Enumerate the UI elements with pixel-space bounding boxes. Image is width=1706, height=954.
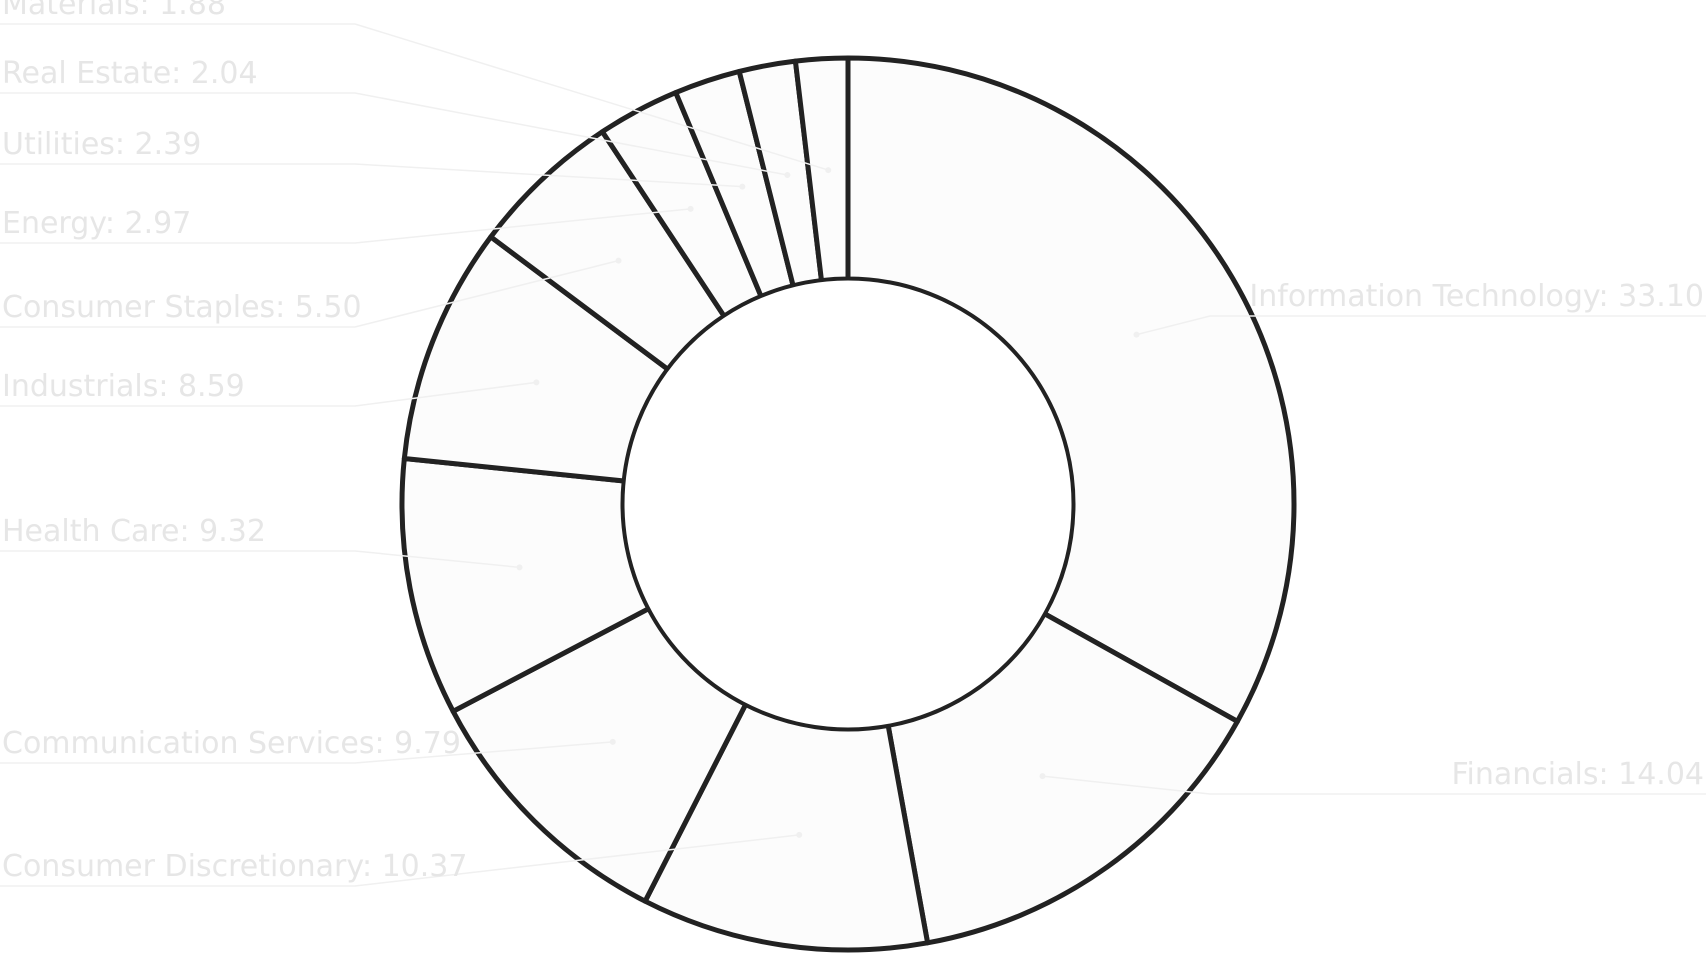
leader-line: [0, 834, 800, 887]
leader-dot: [739, 183, 746, 190]
data-label: Consumer Staples: 5.50: [2, 290, 362, 325]
leader-line: [0, 381, 537, 407]
leader-line: [1042, 775, 1706, 795]
leader-line: [0, 550, 520, 569]
data-label: Energy: 2.97: [2, 206, 191, 241]
leader-dot: [609, 738, 616, 745]
inner-ring: [621, 277, 1075, 731]
leader-dot: [533, 379, 540, 386]
leader-line: [0, 741, 613, 764]
leader-line: [0, 259, 619, 328]
leader-line: [0, 23, 829, 171]
leader-dot: [1039, 773, 1046, 780]
leader-dot: [687, 205, 694, 212]
leader-dot: [615, 257, 622, 264]
data-label: Communication Services: 9.79: [2, 726, 461, 761]
leader-line: [0, 208, 691, 244]
leader-dot: [825, 167, 832, 174]
data-label: Consumer Discretionary: 10.37: [2, 849, 467, 884]
data-label: Utilities: 2.39: [2, 127, 201, 162]
leader-dot: [1133, 331, 1140, 338]
leader-dot: [796, 831, 803, 838]
data-label: Industrials: 8.59: [2, 369, 245, 404]
leader-dot: [516, 564, 523, 571]
outer-ring: [400, 56, 1296, 952]
data-label: Materials: 1.88: [2, 0, 226, 22]
data-label: Financials: 14.04: [1451, 757, 1704, 792]
data-label: Health Care: 9.32: [2, 514, 266, 549]
leader-line: [0, 92, 788, 176]
data-label: Real Estate: 2.04: [2, 56, 258, 91]
leader-line: [1136, 315, 1706, 336]
data-label: Information Technology: 33.10: [1249, 279, 1704, 314]
leader-dot: [784, 172, 791, 179]
leader-line: [0, 163, 743, 188]
